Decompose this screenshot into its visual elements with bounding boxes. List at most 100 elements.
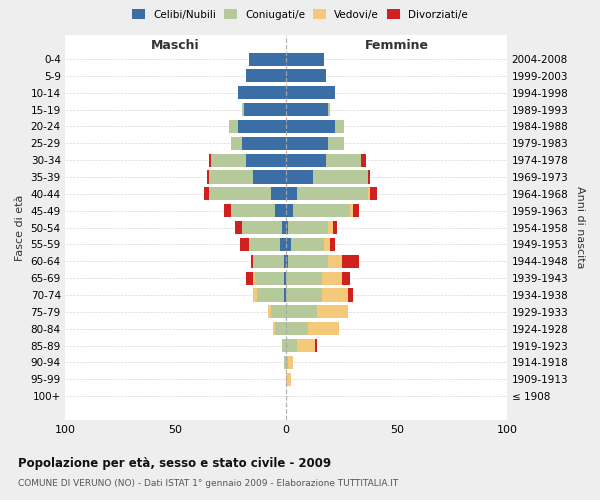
Bar [286, 70, 326, 82]
Bar [275, 204, 286, 218]
Bar [282, 339, 286, 352]
Bar [209, 170, 253, 183]
Bar [271, 188, 286, 200]
Bar [268, 305, 271, 318]
Bar [341, 272, 350, 284]
Bar [293, 204, 350, 218]
Bar [235, 221, 242, 234]
Bar [247, 70, 286, 82]
Bar [257, 288, 284, 302]
Text: Popolazione per età, sesso e stato civile - 2009: Popolazione per età, sesso e stato civil… [18, 458, 331, 470]
Bar [290, 238, 324, 251]
Bar [231, 137, 242, 150]
Bar [286, 272, 322, 284]
Bar [328, 221, 332, 234]
Bar [286, 221, 289, 234]
Y-axis label: Fasce di età: Fasce di età [15, 194, 25, 261]
Text: Maschi: Maschi [151, 39, 200, 52]
Bar [242, 221, 282, 234]
Bar [286, 372, 290, 386]
Bar [286, 170, 313, 183]
Bar [286, 103, 328, 116]
Bar [368, 188, 370, 200]
Bar [247, 272, 253, 284]
Bar [353, 204, 359, 218]
Bar [255, 272, 284, 284]
Bar [253, 272, 255, 284]
Bar [284, 356, 286, 369]
Bar [324, 238, 331, 251]
Bar [289, 254, 328, 268]
Bar [251, 254, 253, 268]
Bar [242, 103, 244, 116]
Bar [341, 254, 359, 268]
Bar [238, 120, 286, 133]
Bar [253, 254, 284, 268]
Bar [315, 339, 317, 352]
Bar [286, 339, 297, 352]
Bar [313, 170, 368, 183]
Bar [206, 170, 209, 183]
Bar [286, 154, 326, 166]
Bar [328, 103, 331, 116]
Bar [297, 339, 315, 352]
Bar [224, 204, 231, 218]
Bar [209, 188, 271, 200]
Bar [286, 52, 324, 66]
Bar [280, 238, 286, 251]
Bar [211, 154, 247, 166]
Bar [317, 305, 348, 318]
Bar [308, 322, 339, 335]
Bar [273, 322, 275, 335]
Bar [297, 188, 368, 200]
Bar [350, 204, 353, 218]
Bar [286, 204, 293, 218]
Bar [331, 238, 335, 251]
Bar [286, 356, 289, 369]
Bar [284, 288, 286, 302]
Bar [286, 322, 308, 335]
Bar [209, 154, 211, 166]
Bar [231, 204, 275, 218]
Bar [271, 305, 286, 318]
Bar [348, 288, 353, 302]
Bar [286, 137, 328, 150]
Bar [253, 170, 286, 183]
Bar [286, 238, 290, 251]
Y-axis label: Anni di nascita: Anni di nascita [575, 186, 585, 269]
Bar [286, 120, 335, 133]
Bar [247, 154, 286, 166]
Bar [286, 86, 335, 100]
Bar [328, 137, 344, 150]
Bar [244, 103, 286, 116]
Bar [275, 322, 286, 335]
Bar [242, 137, 286, 150]
Bar [284, 272, 286, 284]
Bar [370, 188, 377, 200]
Text: Femmine: Femmine [365, 39, 429, 52]
Bar [205, 188, 209, 200]
Bar [240, 238, 248, 251]
Bar [248, 238, 280, 251]
Legend: Celibi/Nubili, Coniugati/e, Vedovi/e, Divorziati/e: Celibi/Nubili, Coniugati/e, Vedovi/e, Di… [128, 5, 472, 24]
Bar [289, 221, 328, 234]
Bar [326, 154, 361, 166]
Bar [368, 170, 370, 183]
Bar [248, 52, 286, 66]
Bar [332, 221, 337, 234]
Bar [335, 120, 344, 133]
Bar [361, 154, 366, 166]
Text: COMUNE DI VERUNO (NO) - Dati ISTAT 1° gennaio 2009 - Elaborazione TUTTITALIA.IT: COMUNE DI VERUNO (NO) - Dati ISTAT 1° ge… [18, 479, 398, 488]
Bar [253, 288, 257, 302]
Bar [322, 272, 341, 284]
Bar [229, 120, 238, 133]
Bar [284, 254, 286, 268]
Bar [328, 254, 341, 268]
Bar [286, 188, 297, 200]
Bar [238, 86, 286, 100]
Bar [286, 305, 317, 318]
Bar [289, 356, 293, 369]
Bar [282, 221, 286, 234]
Bar [286, 288, 322, 302]
Bar [286, 254, 289, 268]
